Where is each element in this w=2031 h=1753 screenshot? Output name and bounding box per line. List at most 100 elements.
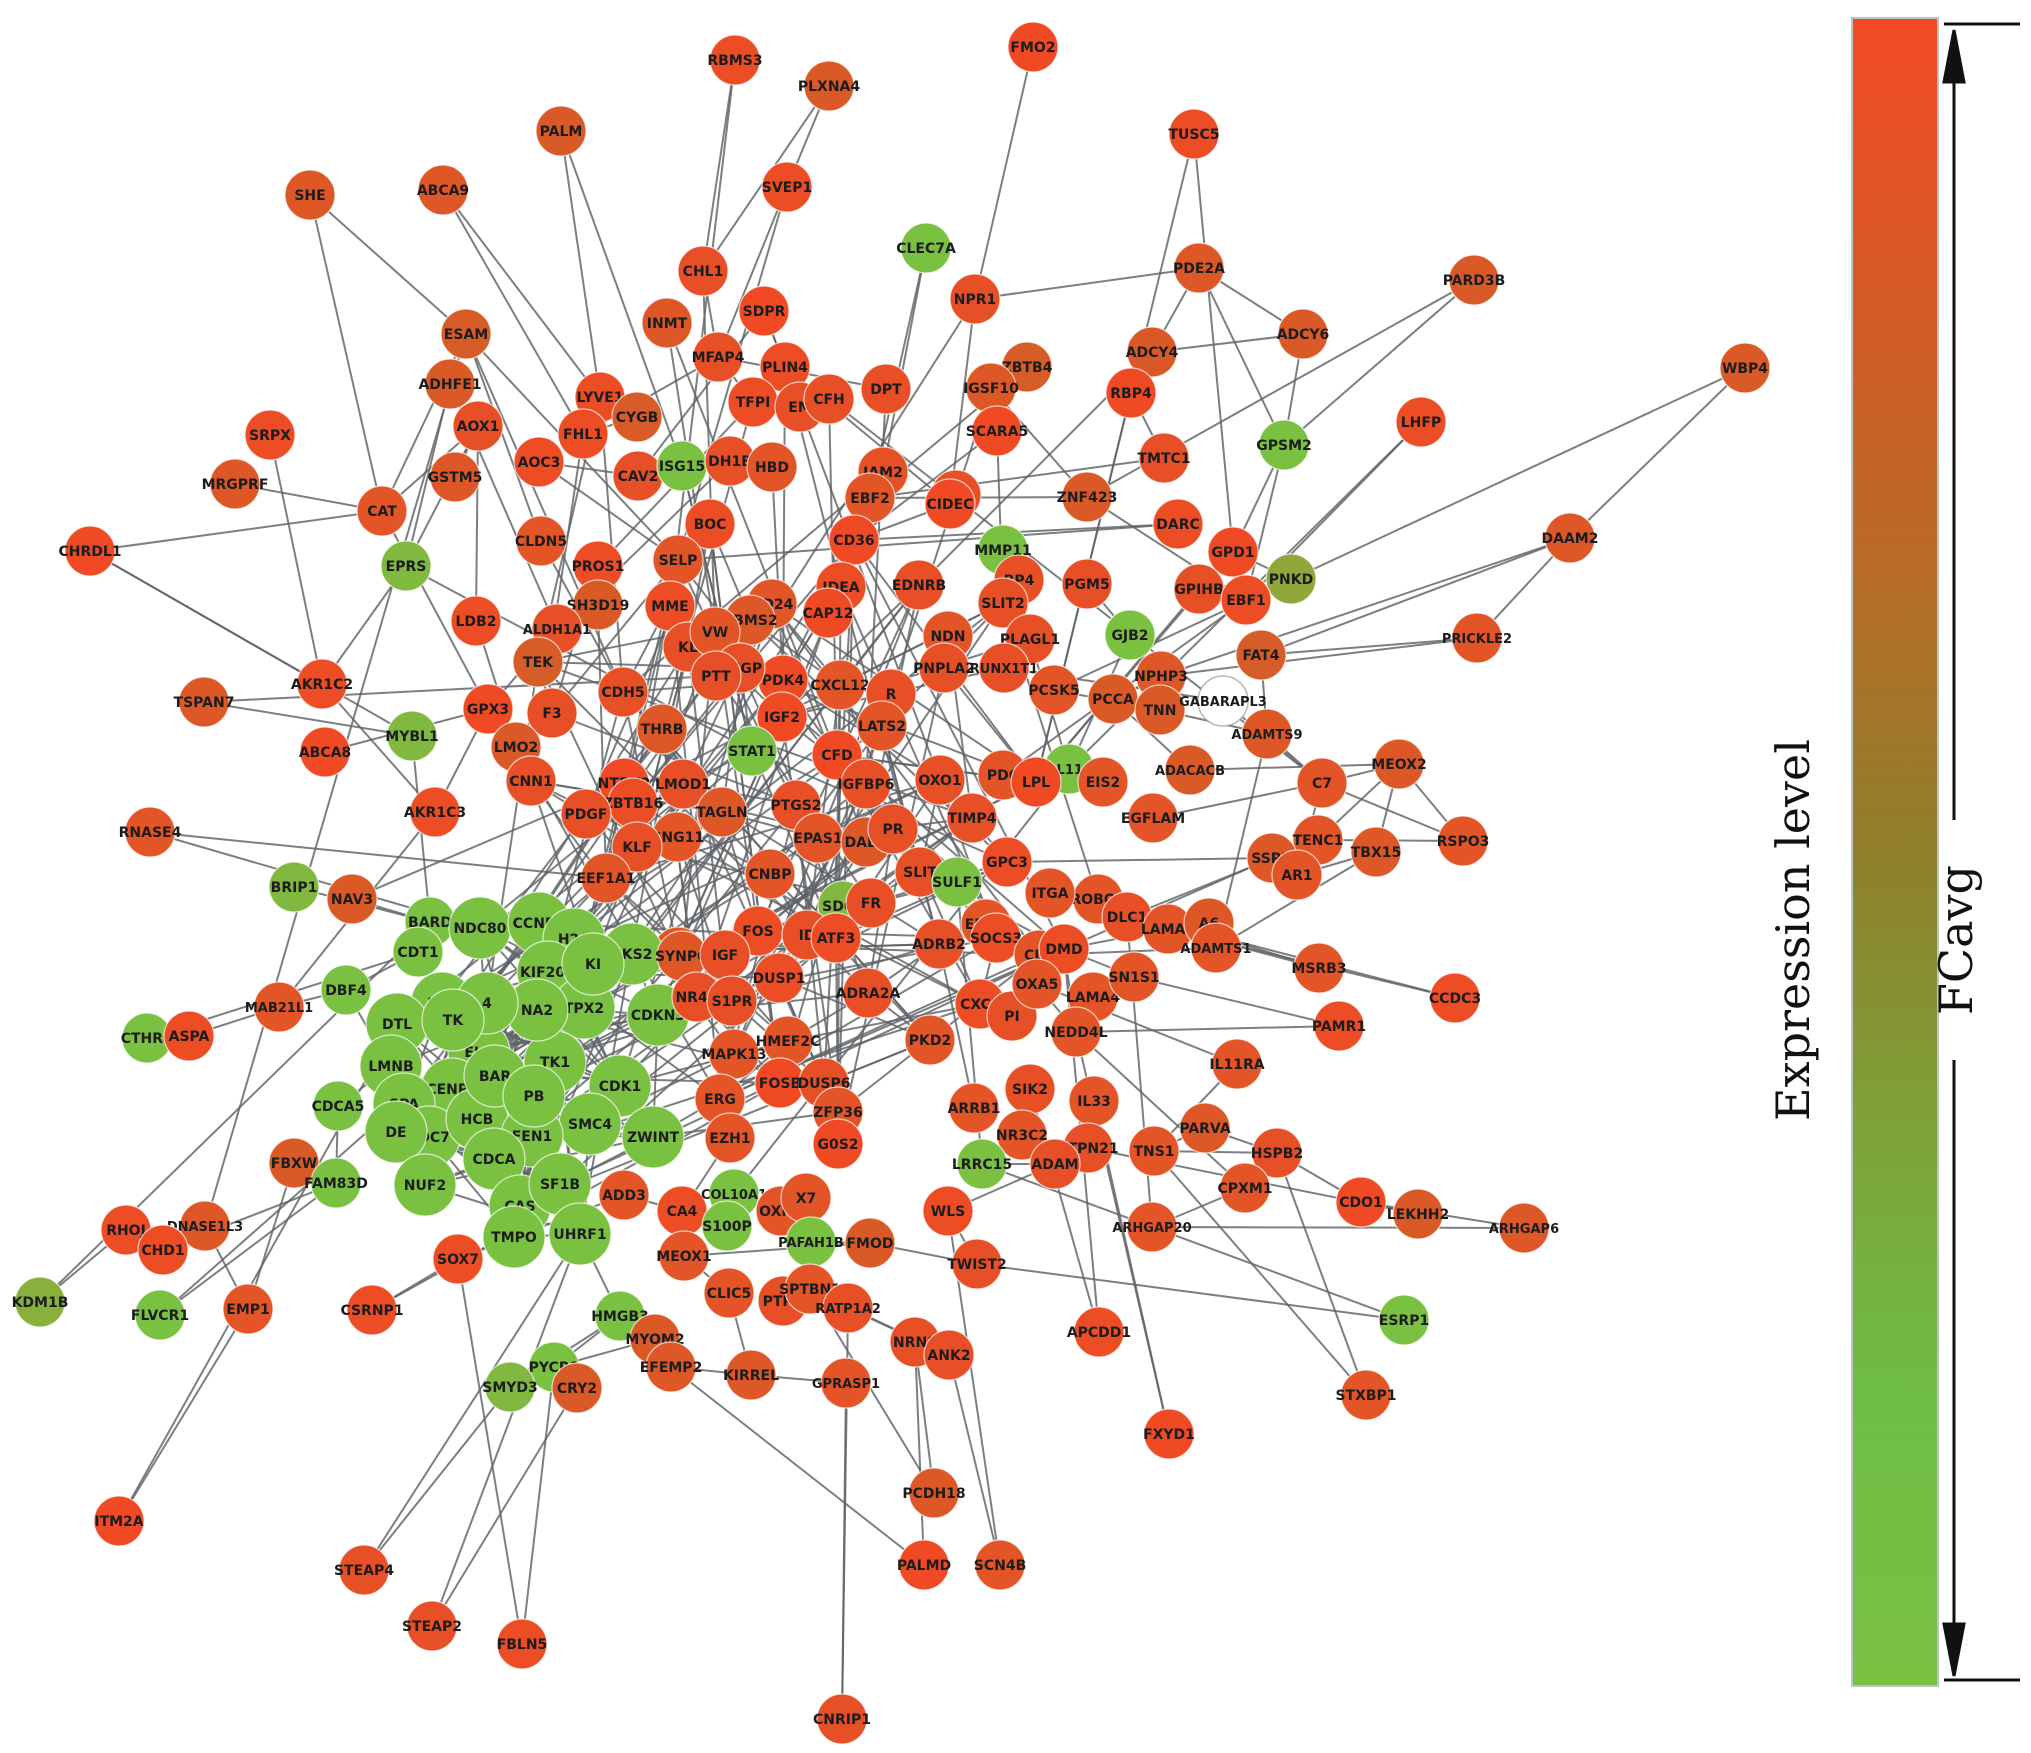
gene-node[interactable]: ADAMTS1 [1180,922,1252,974]
gene-node[interactable]: LDB2 [450,595,502,647]
gene-node[interactable]: AOX1 [452,400,504,452]
gene-node-circle[interactable] [296,658,348,710]
gene-node-circle[interactable] [1207,526,1259,578]
gene-node-circle[interactable] [1211,1038,1263,1090]
gene-node-circle[interactable] [392,926,444,978]
gene-node[interactable]: SCARA5 [966,405,1029,457]
gene-node-circle[interactable] [1220,574,1272,626]
gene-node[interactable]: RNASE4 [119,806,182,858]
gene-node[interactable]: ADRA2A [836,967,901,1019]
gene-node-circle[interactable] [1127,792,1179,844]
gene-node-circle[interactable] [908,1467,960,1519]
gene-node[interactable]: NEDD4L [1044,1006,1108,1058]
gene-node[interactable]: RATP1A2 [815,1282,881,1334]
gene-node[interactable]: CXCL12 [810,659,870,711]
gene-node-circle[interactable] [432,1233,484,1285]
gene-node[interactable]: RBP4 [1105,367,1157,419]
gene-node[interactable]: SOX7 [432,1233,484,1285]
gene-node[interactable]: LAMA2 [1141,903,1195,955]
gene-node-circle[interactable] [914,754,966,806]
gene-node[interactable]: SF1B [528,1152,592,1216]
gene-node-circle[interactable] [1265,553,1317,605]
gene-node[interactable]: ADAM [1029,1138,1081,1190]
gene-node[interactable]: ADCY4 [1126,326,1179,378]
gene-node[interactable]: FAT4 [1235,629,1287,681]
gene-node-circle[interactable] [1128,1125,1180,1177]
gene-node-circle[interactable] [845,877,897,929]
gene-node[interactable]: ISG15 [656,440,708,492]
gene-node-circle[interactable] [406,1600,458,1652]
gene-node[interactable]: CPXM1 [1217,1162,1273,1214]
gene-node[interactable]: FOSB [754,1057,806,1109]
gene-node-circle[interactable] [931,856,983,908]
gene-node-circle[interactable] [1134,684,1186,736]
gene-node[interactable]: KIRREL [723,1349,779,1401]
gene-node-circle[interactable] [320,964,372,1016]
gene-node[interactable]: LATS2 [856,700,908,752]
gene-node-circle[interactable] [386,710,438,762]
gene-node-circle[interactable] [657,758,709,810]
gene-node-circle[interactable] [429,451,481,503]
gene-node[interactable]: RBMS3 [707,34,763,86]
gene-node-circle[interactable] [346,1284,398,1336]
gene-node-circle[interactable] [1029,1138,1081,1190]
gene-node[interactable]: DMD [1038,923,1090,975]
gene-node-circle[interactable] [93,1495,145,1547]
gene-node-circle[interactable] [1429,972,1481,1024]
gene-node[interactable]: EPRS [380,540,432,592]
gene-node-circle[interactable] [1010,756,1062,808]
gene-node-circle[interactable] [482,1205,546,1269]
gene-node[interactable]: ARHGAP20 [1112,1201,1192,1253]
gene-node[interactable]: HSPB2 [1251,1127,1303,1179]
gene-node-circle[interactable] [557,408,609,460]
gene-node[interactable]: TK [421,988,485,1052]
gene-node[interactable]: NPR1 [949,273,1001,325]
gene-node[interactable]: CDT1 [392,926,444,978]
gene-node[interactable]: KI [561,932,625,996]
gene-node-circle[interactable] [977,577,1029,629]
gene-node-circle[interactable] [974,1539,1026,1591]
gene-node[interactable]: CDH5 [597,666,649,718]
gene-node[interactable]: FLVCR1 [131,1289,189,1341]
gene-node[interactable]: FR [845,877,897,929]
gene-node-circle[interactable] [1038,923,1090,975]
gene-node[interactable]: TEK [512,636,564,688]
gene-node[interactable]: NR3C2 [996,1109,1048,1161]
gene-node-circle[interactable] [753,952,805,1004]
gene-node[interactable]: SDPR [738,285,790,337]
gene-node[interactable]: ABCA9 [417,164,469,216]
gene-node-circle[interactable] [949,273,1001,325]
gene-node-circle[interactable] [421,988,485,1052]
gene-node[interactable]: FXYD1 [1143,1408,1195,1460]
gene-node[interactable]: EIS2 [1077,756,1129,808]
gene-node-circle[interactable] [900,222,952,274]
gene-node-circle[interactable] [951,1238,1003,1290]
gene-node[interactable]: WLS [922,1185,974,1237]
gene-node[interactable]: ATF3 [810,912,862,964]
gene-node-circle[interactable] [1028,664,1080,716]
gene-node-circle[interactable] [1544,512,1596,564]
gene-node-circle[interactable] [1313,1000,1365,1052]
gene-node[interactable]: CCDC3 [1429,972,1481,1024]
gene-node-circle[interactable] [580,852,632,904]
gene-node-circle[interactable] [417,164,469,216]
gene-node-circle[interactable] [803,60,855,112]
gene-node-circle[interactable] [746,441,798,493]
gene-node[interactable]: ABCA8 [299,726,351,778]
gene-node[interactable]: EGFLAM [1121,792,1185,844]
gene-node[interactable]: PR [867,803,919,855]
gene-node[interactable]: ESAM [440,308,492,360]
gene-node[interactable]: MAB21L1 [245,981,313,1033]
gene-node-circle[interactable] [701,1200,753,1252]
gene-node-circle[interactable] [1168,108,1220,160]
gene-node-circle[interactable] [822,1282,874,1334]
gene-node-circle[interactable] [636,703,688,755]
gene-node-circle[interactable] [658,1230,710,1282]
gene-node[interactable]: CAV2 [612,450,664,502]
gene-node[interactable]: THRB [636,703,688,755]
gene-node-circle[interactable] [1197,675,1249,727]
gene-node-circle[interactable] [918,642,970,694]
gene-node-circle[interactable] [1241,708,1293,760]
gene-node[interactable]: DNASE1L3 [167,1200,243,1252]
gene-node[interactable]: DUSP1 [752,952,806,1004]
